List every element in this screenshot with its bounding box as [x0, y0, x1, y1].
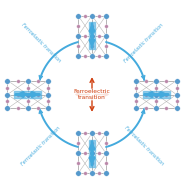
Point — [26, 86, 29, 89]
Point — [105, 24, 107, 27]
Point — [16, 93, 19, 96]
Point — [91, 162, 93, 165]
Point — [155, 93, 158, 96]
Point — [46, 107, 49, 110]
Point — [98, 132, 100, 135]
Point — [105, 14, 107, 17]
Point — [175, 93, 178, 96]
Point — [175, 100, 178, 103]
Point — [91, 24, 93, 27]
Point — [145, 79, 148, 82]
Point — [77, 34, 79, 37]
Point — [84, 152, 86, 155]
Point — [84, 132, 86, 135]
Point — [135, 86, 138, 89]
Point — [26, 79, 29, 82]
Point — [6, 93, 9, 96]
Point — [77, 152, 79, 155]
Point — [175, 107, 178, 110]
Point — [36, 107, 39, 110]
Point — [36, 93, 39, 96]
Point — [145, 107, 148, 110]
Point — [105, 162, 107, 165]
Point — [175, 79, 178, 82]
Point — [77, 44, 79, 47]
Point — [77, 172, 79, 175]
Point — [6, 86, 9, 89]
Point — [46, 86, 49, 89]
Point — [46, 79, 49, 82]
Point — [105, 44, 107, 47]
Point — [84, 54, 86, 57]
Point — [165, 79, 168, 82]
Point — [77, 14, 79, 17]
Point — [77, 162, 79, 165]
Point — [26, 100, 29, 103]
Point — [98, 34, 100, 37]
Point — [84, 14, 86, 17]
Point — [165, 107, 168, 110]
Text: Ferroelastic transition: Ferroelastic transition — [20, 125, 61, 167]
Point — [91, 44, 93, 47]
Point — [175, 86, 178, 89]
Point — [165, 93, 168, 96]
Point — [135, 100, 138, 103]
Point — [91, 172, 93, 175]
Point — [26, 107, 29, 110]
Point — [77, 54, 79, 57]
Text: Ferroelastic transition: Ferroelastic transition — [123, 22, 164, 64]
Point — [98, 152, 100, 155]
Point — [105, 172, 107, 175]
Point — [155, 107, 158, 110]
Point — [105, 34, 107, 37]
Point — [145, 93, 148, 96]
Text: Ferroelastic transition: Ferroelastic transition — [123, 125, 164, 167]
Point — [77, 142, 79, 145]
Point — [16, 79, 19, 82]
Point — [26, 93, 29, 96]
Point — [91, 14, 93, 17]
Point — [98, 14, 100, 17]
Point — [84, 34, 86, 37]
Point — [6, 79, 9, 82]
Point — [155, 86, 158, 89]
Point — [155, 79, 158, 82]
Point — [105, 54, 107, 57]
Text: Ferroelectric
transition: Ferroelectric transition — [74, 89, 110, 100]
Point — [16, 107, 19, 110]
Point — [91, 54, 93, 57]
Point — [91, 152, 93, 155]
Point — [91, 34, 93, 37]
Point — [135, 107, 138, 110]
Point — [6, 100, 9, 103]
Point — [77, 24, 79, 27]
Point — [135, 79, 138, 82]
Point — [135, 93, 138, 96]
Point — [36, 79, 39, 82]
Point — [46, 100, 49, 103]
Point — [98, 172, 100, 175]
Point — [105, 132, 107, 135]
Point — [155, 100, 158, 103]
Point — [105, 152, 107, 155]
Point — [98, 54, 100, 57]
Point — [91, 132, 93, 135]
Point — [77, 132, 79, 135]
Point — [6, 107, 9, 110]
Point — [46, 93, 49, 96]
Point — [105, 142, 107, 145]
Point — [84, 172, 86, 175]
Text: Ferroelastic transition: Ferroelastic transition — [20, 22, 61, 64]
Point — [91, 142, 93, 145]
